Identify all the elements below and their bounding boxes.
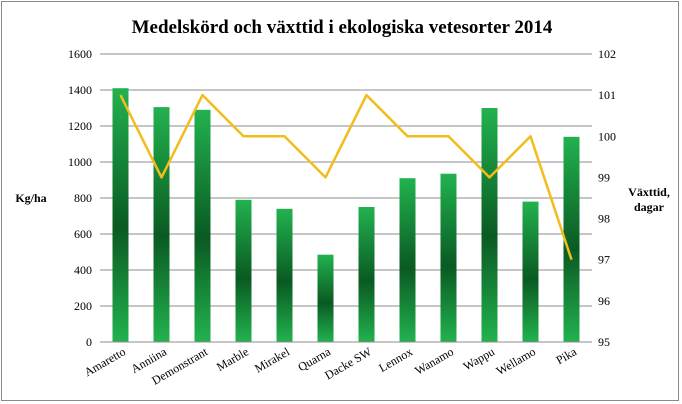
- bar-amaretto: [112, 88, 129, 342]
- y-tick-label-right: 97: [598, 253, 610, 267]
- y-tick-label-right: 102: [598, 47, 616, 61]
- bar-mirakel: [276, 208, 293, 342]
- y-axis-right-ticks: 95 96 97 98 99 100 101 102: [598, 47, 616, 349]
- y-tick-label-left: 800: [74, 191, 92, 205]
- x-tick-label: Wanamo: [412, 344, 456, 377]
- bar-pika: [563, 136, 580, 342]
- y-tick-label-left: 200: [74, 299, 92, 313]
- x-tick-label: Pika: [554, 344, 580, 367]
- bar-quarna: [317, 254, 334, 342]
- bar-marble: [235, 199, 252, 342]
- y-axis-right-label-line1: Växttid,: [628, 185, 670, 199]
- y-tick-label-left: 1200: [68, 119, 92, 133]
- y-tick-label-right: 99: [598, 170, 610, 184]
- bar-wappu: [481, 108, 498, 342]
- x-tick-label: Marble: [214, 344, 251, 373]
- bar-demonstrant: [194, 109, 211, 342]
- x-tick-label: Dacke SW: [322, 344, 374, 382]
- x-tick-label: Lennox: [376, 344, 415, 374]
- y-tick-label-right: 95: [598, 335, 610, 349]
- x-tick-label: Wappu: [461, 344, 497, 373]
- y-tick-label-left: 1000: [68, 155, 92, 169]
- y-axis-right-label-line2: dagar: [634, 200, 665, 214]
- y-tick-label-left: 400: [74, 263, 92, 277]
- line-series-vaxttid: [119, 93, 573, 261]
- bar-anniina: [153, 107, 170, 342]
- y-axis-left-label: Kg/ha: [15, 191, 46, 205]
- bar-wellamo: [522, 201, 539, 342]
- y-tick-label-right: 96: [598, 294, 610, 308]
- y-tick-label-left: 1400: [68, 83, 92, 97]
- bar-series: [112, 88, 580, 342]
- y-tick-label-left: 600: [74, 227, 92, 241]
- bar-wanamo: [440, 173, 457, 342]
- x-tick-label: Amaretto: [82, 344, 128, 379]
- y-tick-label-right: 98: [598, 212, 610, 226]
- y-tick-label-right: 100: [598, 129, 616, 143]
- gridlines: [100, 53, 592, 307]
- chart-title: Medelskörd och växttid i ekologiska vete…: [132, 17, 553, 38]
- y-tick-label-left: 1600: [68, 47, 92, 61]
- bar-dacke-sw: [358, 207, 375, 342]
- y-tick-label-right: 101: [598, 88, 616, 102]
- y-tick-label-left: 0: [86, 335, 92, 349]
- x-tick-label: Wellamo: [494, 344, 538, 378]
- x-tick-label: Mirakel: [252, 344, 292, 375]
- y-axis-left-ticks: 0 200 400 600 800 1000 1200 1400 1600: [68, 47, 92, 349]
- bar-lennox: [399, 178, 416, 342]
